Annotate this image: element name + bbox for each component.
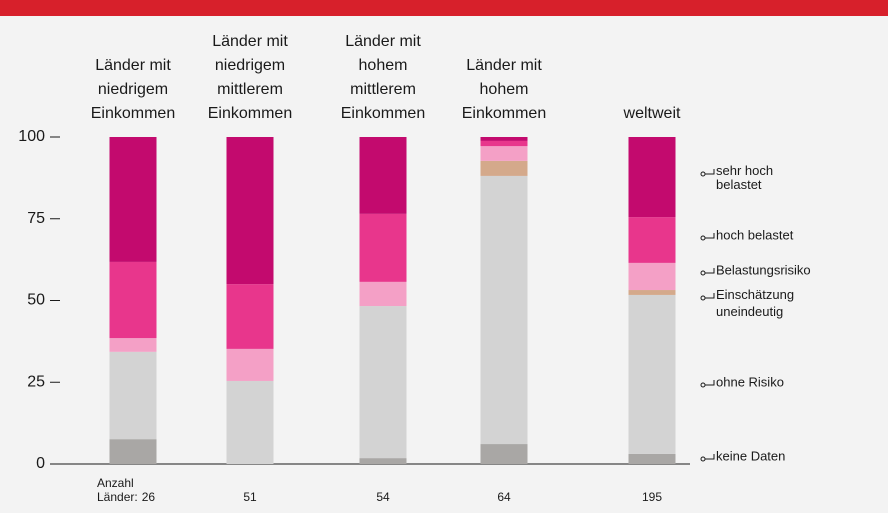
bar-segment xyxy=(226,380,274,464)
category-label: Einkommen xyxy=(462,105,546,122)
legend-connector xyxy=(700,295,706,301)
bar-segment xyxy=(109,261,157,339)
count-label: Anzahl xyxy=(97,476,134,490)
category-label: Einkommen xyxy=(91,105,175,122)
count: 64 xyxy=(497,490,511,504)
count: 51 xyxy=(243,490,257,504)
y-tick-label: 100 xyxy=(18,128,45,145)
category-label: hohem xyxy=(359,57,408,74)
bar-segment xyxy=(226,348,274,381)
legend-connector xyxy=(700,382,706,388)
legend-label: hoch belastet xyxy=(716,227,794,242)
bar-segment xyxy=(480,175,528,445)
y-tick-label: 75 xyxy=(27,210,45,227)
category-label: Länder mit xyxy=(345,33,421,50)
count: 54 xyxy=(376,490,390,504)
bar-segment xyxy=(359,213,407,282)
count: 195 xyxy=(642,490,662,504)
legend-connector xyxy=(700,171,706,177)
bar-segment xyxy=(359,458,407,464)
category-label: Einkommen xyxy=(341,105,425,122)
category-label: niedrigem xyxy=(98,81,168,98)
bar-segment xyxy=(480,146,528,161)
legend-connector xyxy=(700,270,706,276)
category-label: hohem xyxy=(480,81,529,98)
legend-connector xyxy=(705,233,715,239)
y-tick-label: 50 xyxy=(27,292,45,309)
legend-connector xyxy=(705,268,715,274)
bar-segment xyxy=(480,140,528,147)
legend-label: Belastungsrisiko xyxy=(716,262,811,277)
legend-label: Einschätzung uneindeutig xyxy=(716,287,794,319)
bar-segment xyxy=(628,294,676,454)
bar-segment xyxy=(226,137,274,285)
bar-segment xyxy=(226,284,274,349)
bar-segment xyxy=(628,217,676,263)
category-label: Länder mit xyxy=(95,57,171,74)
y-tick-label: 0 xyxy=(36,455,45,472)
bar-segment xyxy=(359,306,407,459)
category-label: mittlerem xyxy=(217,81,283,98)
bar-segment xyxy=(359,137,407,214)
legend-connector xyxy=(705,380,715,386)
category-label: Einkommen xyxy=(208,105,292,122)
bar-segment xyxy=(628,453,676,464)
category-label: Länder mit xyxy=(212,33,288,50)
bar-segment xyxy=(628,262,676,291)
bar-segment xyxy=(480,444,528,464)
category-label: mittlerem xyxy=(350,81,416,98)
bar-segment xyxy=(480,160,528,176)
bar-segment xyxy=(359,281,407,307)
count: 26 xyxy=(142,490,156,504)
count-label: Länder: xyxy=(97,490,138,504)
y-tick-label: 25 xyxy=(27,373,45,390)
legend-connector xyxy=(705,169,715,175)
category-label: Länder mit xyxy=(466,57,542,74)
legend-label: sehr hoch belastet xyxy=(716,163,773,192)
category-label: niedrigem xyxy=(215,57,285,74)
bar-segment xyxy=(109,137,157,262)
bar-segment xyxy=(628,290,676,295)
header-bar xyxy=(0,0,888,16)
bar-segment xyxy=(109,338,157,352)
bar-segment xyxy=(109,351,157,440)
legend-label: keine Daten xyxy=(716,448,785,463)
bar-segment xyxy=(109,439,157,464)
legend-label: ohne Risiko xyxy=(716,374,784,389)
legend-connector xyxy=(705,454,715,460)
legend-connector xyxy=(700,456,706,462)
legend-connector xyxy=(705,293,715,299)
category-label: weltweit xyxy=(623,105,681,122)
bar-segment xyxy=(628,137,676,218)
bar-segment xyxy=(480,137,528,141)
legend-connector xyxy=(700,235,706,241)
